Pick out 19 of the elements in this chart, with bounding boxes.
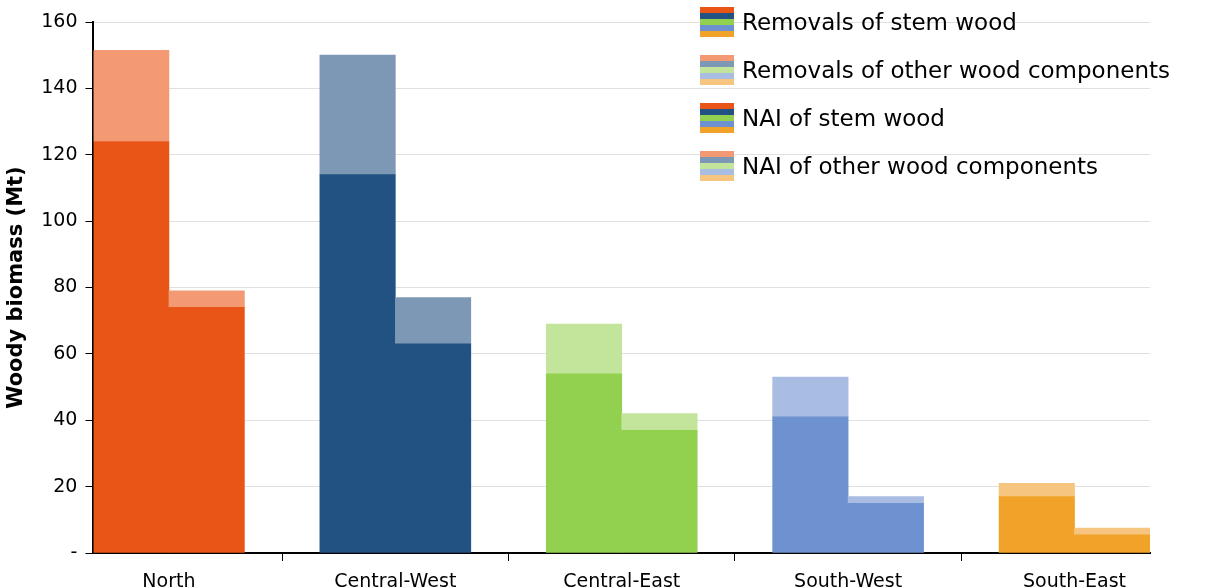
y-tick-label: 20 [53, 473, 78, 496]
y-tick-label: 80 [53, 274, 78, 297]
legend-label: Removals of other wood components [742, 57, 1170, 83]
legend-label: NAI of stem wood [742, 105, 945, 131]
y-axis-title: Woody biomass (Mt) [3, 166, 28, 409]
x-tick-label: North [142, 569, 196, 587]
x-tick-label: South-East [1022, 569, 1127, 587]
y-tick-label: 140 [41, 75, 78, 98]
x-tick-label: Central-East [563, 569, 681, 587]
legend-label: NAI of other wood components [742, 153, 1099, 179]
x-tick-label: Central-West [334, 569, 457, 587]
y-tick-label: 100 [41, 208, 78, 231]
y-tick-label: 160 [41, 8, 78, 31]
legend-label: Removals of stem wood [742, 9, 1017, 35]
y-tick-label: - [70, 539, 78, 562]
y-tick-label: 120 [41, 141, 78, 164]
x-tick-label: South-West [794, 569, 903, 587]
y-tick-label: 60 [53, 340, 78, 363]
y-tick-label: 40 [53, 407, 78, 430]
